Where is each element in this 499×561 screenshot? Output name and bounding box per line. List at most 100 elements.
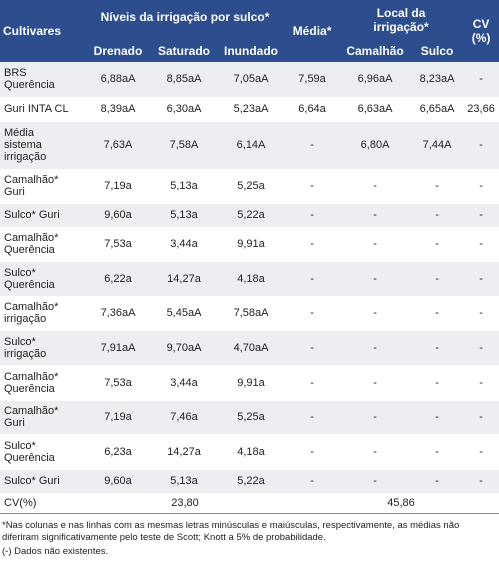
cell: 5,13a xyxy=(151,469,217,494)
cell: 5,45aA xyxy=(151,296,217,331)
cell: 4,70aA xyxy=(217,330,286,366)
cell: - xyxy=(463,62,499,98)
cell xyxy=(285,492,340,514)
cell: - xyxy=(339,261,412,297)
cell: - xyxy=(411,203,464,228)
cell: 5,13a xyxy=(151,203,217,228)
table-row: Camalhão* Querência 7,53a 3,44a 9,91a - - - - xyxy=(0,365,499,401)
row-label: Camalhão* Querência xyxy=(0,365,85,401)
cell: 4,18a xyxy=(217,261,286,297)
cell: 7,53a xyxy=(85,227,151,262)
header-cell: Cultivares xyxy=(0,0,85,62)
table-row: Guri INTA CL 8,39aA 6,30aA 5,23aA 6,64a 6,63a… xyxy=(0,97,499,122)
table-body: BRS Querência 6,88aA 8,85aA 7,05aA 7,59a 6,96… xyxy=(0,62,499,514)
header-cell: Sulco xyxy=(411,40,464,62)
cell: - xyxy=(411,227,464,262)
cell: - xyxy=(463,434,499,470)
cell: - xyxy=(463,261,499,297)
cell: 6,96aA xyxy=(339,62,412,98)
row-label: CV(%) xyxy=(0,492,85,514)
cell: 7,58aA xyxy=(217,296,286,331)
row-label: Sulco* Guri xyxy=(0,203,85,228)
cell: - xyxy=(339,365,412,401)
row-label: Camalhão* irrigação xyxy=(0,296,85,331)
cell: - xyxy=(463,365,499,401)
cell: 9,60a xyxy=(85,469,151,494)
cell: - xyxy=(285,330,340,366)
cell: - xyxy=(285,227,340,262)
cell: - xyxy=(411,400,464,435)
cell: 7,63A xyxy=(85,121,151,170)
table-row: Camalhão* Guri 7,19a 5,13a 5,25a - - - - xyxy=(0,169,499,204)
footnotes: *Nas colunas e nas linhas com as mesmas … xyxy=(0,514,499,558)
row-label: BRS Querência xyxy=(0,62,85,98)
cell: 9,70aA xyxy=(151,330,217,366)
row-label: Sulco* Querência xyxy=(0,261,85,297)
row-label: Sulco* Querência xyxy=(0,434,85,470)
header-cell: Saturado xyxy=(151,40,217,62)
header-cell: Local da irrigação* xyxy=(339,0,464,40)
table-row: Sulco* irrigação 7,91aA 9,70aA 4,70aA - - - - xyxy=(0,330,499,366)
cell: 5,25a xyxy=(217,400,286,435)
cell: - xyxy=(339,227,412,262)
cell: - xyxy=(411,261,464,297)
table-row: Sulco* Guri 9,60a 5,13a 5,22a - - - - xyxy=(0,203,499,228)
cell: - xyxy=(285,261,340,297)
cell: - xyxy=(411,296,464,331)
cell xyxy=(463,492,499,514)
header-cell: Camalhão xyxy=(339,40,412,62)
cell: 7,19a xyxy=(85,169,151,204)
cell: 3,44a xyxy=(151,365,217,401)
row-label: Camalhão* Querência xyxy=(0,227,85,262)
row-label: Guri INTA CL xyxy=(0,97,85,122)
cell: - xyxy=(411,365,464,401)
cell: 6,22a xyxy=(85,261,151,297)
cell: - xyxy=(411,434,464,470)
cell: 7,91aA xyxy=(85,330,151,366)
table-row: Média sistema irrigação 7,63A 7,58A 6,14A -6… xyxy=(0,121,499,170)
cell: 6,30aA xyxy=(151,97,217,122)
header-cell: CV (%) xyxy=(463,0,499,62)
cell: - xyxy=(463,227,499,262)
cell: - xyxy=(339,330,412,366)
cell: - xyxy=(339,203,412,228)
header-cell: Inundado xyxy=(217,40,286,62)
cell: 5,25a xyxy=(217,169,286,204)
cell: - xyxy=(463,330,499,366)
cell: - xyxy=(285,400,340,435)
cell: 7,19a xyxy=(85,400,151,435)
cell: - xyxy=(411,469,464,494)
cell: - xyxy=(285,296,340,331)
footnote: *Nas colunas e nas linhas com as mesmas … xyxy=(2,519,460,543)
cell: 7,36aA xyxy=(85,296,151,331)
cell: 6,80A xyxy=(339,121,412,170)
cell: - xyxy=(463,469,499,494)
table-row: Sulco* Querência 6,22a 14,27a 4,18a - - - - xyxy=(0,261,499,297)
cell: - xyxy=(463,400,499,435)
cell: 6,88aA xyxy=(85,62,151,98)
cell: 7,59a xyxy=(285,62,340,98)
row-label: Camalhão* Guri xyxy=(0,400,85,435)
cell: 7,58A xyxy=(151,121,217,170)
cell: 8,39aA xyxy=(85,97,151,122)
cell: 9,91a xyxy=(217,365,286,401)
cell: 6,65aA xyxy=(411,97,464,122)
cell: 6,23a xyxy=(85,434,151,470)
cell: - xyxy=(339,169,412,204)
cell: - xyxy=(463,203,499,228)
cell: - xyxy=(285,365,340,401)
cell: 5,22a xyxy=(217,469,286,494)
cell: - xyxy=(285,121,340,170)
table-row: Camalhão* Querência 7,53a 3,44a 9,91a - - - - xyxy=(0,227,499,262)
header-cell: Drenado xyxy=(85,40,151,62)
footnote: (-) Dados não existentes. xyxy=(2,545,109,557)
cell: 5,13a xyxy=(151,169,217,204)
cell: 3,44a xyxy=(151,227,217,262)
cell: - xyxy=(339,400,412,435)
cell: 45,86 xyxy=(339,492,464,514)
cell: 5,23aA xyxy=(217,97,286,122)
cell: - xyxy=(285,434,340,470)
header-row: Cultivares Níveis da irrigação por sulco… xyxy=(0,0,499,62)
cell: - xyxy=(411,169,464,204)
